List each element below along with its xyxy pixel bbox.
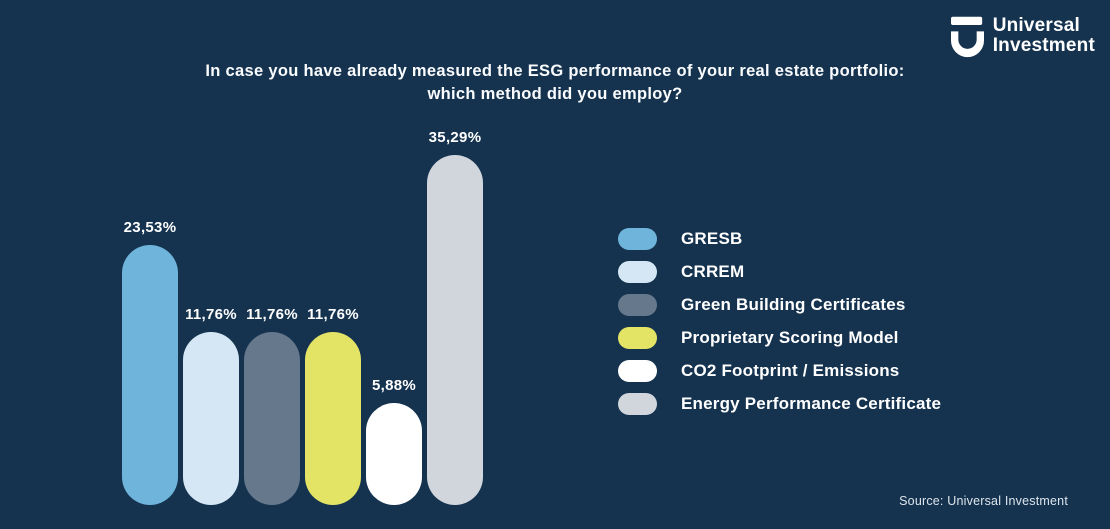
chart-title-line1: In case you have already measured the ES…	[205, 62, 905, 80]
bar-value-label-green-building-certificates: 11,76%	[246, 306, 298, 323]
legend-swatch-gresb	[618, 228, 657, 250]
legend-swatch-crrem	[618, 261, 657, 283]
bar-crrem	[183, 332, 239, 505]
legend-label-crrem: CRREM	[681, 262, 745, 281]
bar-proprietary-scoring-model	[305, 332, 361, 505]
legend-item-green-building-certificates: Green Building Certificates	[618, 294, 941, 316]
chart-title-line2: which method did you employ?	[427, 85, 683, 103]
legend-item-co2-footprint-emissions: CO2 Footprint / Emissions	[618, 360, 941, 382]
logo-wordmark-line1: Universal	[992, 15, 1081, 36]
logo-wordmark-line2: Investment	[992, 35, 1095, 56]
legend-swatch-energy-performance-certificate	[618, 393, 657, 415]
legend-swatch-co2-footprint-emissions	[618, 360, 657, 382]
legend-label-green-building-certificates: Green Building Certificates	[681, 295, 906, 314]
bar-co2-footprint-emissions	[366, 403, 422, 505]
chart-legend: GRESB CRREM Green Building Certificates Pro…	[618, 228, 941, 426]
bar-green-building-certificates	[244, 332, 300, 505]
legend-swatch-green-building-certificates	[618, 294, 657, 316]
universal-investment-logo-icon	[950, 16, 984, 58]
source-attribution: Source: Universal Investment	[899, 494, 1068, 508]
legend-item-energy-performance-certificate: Energy Performance Certificate	[618, 393, 941, 415]
legend-item-gresb: GRESB	[618, 228, 941, 250]
bar-value-label-co2-footprint-emissions: 5,88%	[371, 377, 417, 394]
logo-wordmark: Universal Investment	[993, 16, 1095, 56]
universal-investment-logo: Universal Investment	[950, 14, 1095, 58]
bar-energy-performance-certificate	[427, 155, 483, 505]
bar-value-label-proprietary-scoring-model: 11,76%	[307, 306, 359, 323]
legend-swatch-proprietary-scoring-model	[618, 327, 657, 349]
chart-title: In case you have already measured the ES…	[0, 60, 1110, 106]
bar-gresb	[122, 245, 178, 505]
legend-label-energy-performance-certificate: Energy Performance Certificate	[681, 394, 942, 413]
bar-chart: 23,53% 11,76% 11,76% 11,76% 5,88% 35,29%	[122, 125, 483, 505]
bar-value-label-gresb: 23,53%	[123, 219, 177, 236]
legend-label-proprietary-scoring-model: Proprietary Scoring Model	[681, 328, 899, 347]
bar-value-label-crrem: 11,76%	[185, 306, 237, 323]
legend-item-crrem: CRREM	[618, 261, 941, 283]
legend-item-proprietary-scoring-model: Proprietary Scoring Model	[618, 327, 941, 349]
legend-label-gresb: GRESB	[681, 229, 743, 248]
bar-value-label-energy-performance-certificate: 35,29%	[428, 129, 482, 146]
legend-label-co2-footprint-emissions: CO2 Footprint / Emissions	[681, 361, 900, 380]
